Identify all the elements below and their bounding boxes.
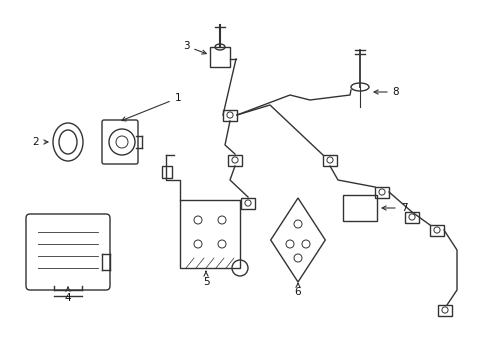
Text: 3: 3: [183, 41, 206, 54]
Bar: [374, 186, 388, 198]
Text: 2: 2: [33, 137, 48, 147]
Text: 6: 6: [294, 283, 301, 297]
Bar: [342, 195, 376, 221]
Bar: [162, 166, 172, 178]
Bar: [437, 305, 451, 315]
Text: 7: 7: [381, 203, 407, 213]
Bar: [241, 198, 254, 208]
Bar: [227, 154, 242, 166]
Text: 1: 1: [122, 93, 181, 121]
Text: 4: 4: [64, 287, 71, 303]
Bar: [209, 47, 229, 67]
Text: 8: 8: [373, 87, 399, 97]
Text: 5: 5: [202, 271, 209, 287]
Bar: [223, 109, 237, 121]
Bar: [429, 225, 443, 235]
Bar: [404, 212, 418, 222]
Bar: [323, 154, 336, 166]
Bar: [180, 200, 240, 268]
